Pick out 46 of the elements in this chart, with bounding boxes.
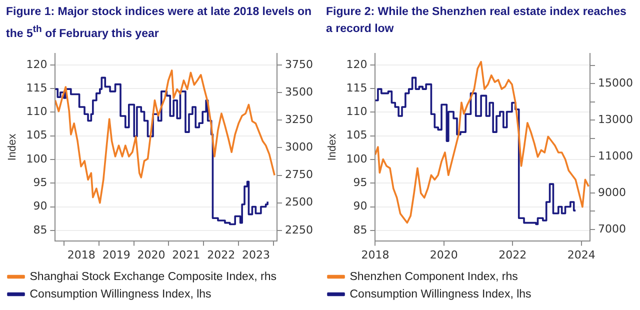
y-tick-label: 115 [26, 81, 48, 94]
y2-tick-label: 3750 [285, 58, 314, 71]
y2-tick-label: 2250 [285, 223, 314, 236]
x-tick-label: 2020 [430, 248, 458, 262]
legend-label: Shenzhen Component Index, rhs [350, 270, 518, 283]
legend-label: Consumption Willingness Index, lhs [350, 288, 532, 300]
y-tick-label: 85 [353, 223, 368, 236]
y-tick-label: 85 [33, 223, 48, 236]
x-tick-label: 2018 [361, 248, 390, 262]
x-tick-label: 2024 [567, 248, 596, 262]
legend-label: Shanghai Stock Exchange Composite Index, rhs [30, 270, 277, 283]
x-tick-label: 2022 [207, 248, 236, 262]
y-axis-title: Index [6, 133, 19, 161]
legend-label: Consumption Willingness Index, lhs [30, 288, 212, 300]
y-tick-label: 105 [26, 128, 48, 142]
y-tick-label: 105 [346, 128, 368, 142]
y2-tick-label: 11000 [598, 149, 634, 162]
y2-tick-label: 3500 [285, 85, 314, 98]
y2-tick-label: 7000 [598, 222, 626, 236]
x-tick-label: 2023 [242, 248, 270, 262]
y-axis-title: Index [326, 133, 339, 161]
x-tick-label: 2018 [67, 248, 96, 262]
y-tick-label: 115 [346, 81, 368, 94]
y-tick-label: 110 [346, 105, 368, 118]
y2-tick-label: 2750 [285, 168, 314, 182]
chart-title: Figure 1: Major stock indices were at late 2018 levels on the 5$^{th}$ of February this year [5, 5, 313, 42]
chart-title: Figure 2: While the Shenzhen real estate index reaches a record low [325, 5, 628, 37]
y-tick-label: 120 [26, 58, 48, 71]
y-tick-label: 100 [346, 152, 368, 166]
y-tick-label: 120 [346, 58, 368, 71]
y-tick-label: 90 [33, 200, 48, 213]
y2-tick-label: 2500 [285, 196, 314, 209]
y-tick-label: 90 [353, 200, 368, 213]
y2-tick-label: 9000 [598, 186, 626, 199]
y2-tick-label: 15000 [598, 76, 634, 90]
y2-tick-label: 13000 [598, 112, 634, 126]
y-tick-label: 95 [33, 176, 48, 189]
x-tick-label: 2020 [137, 248, 166, 262]
y2-tick-label: 3000 [285, 140, 314, 154]
y-tick-label: 110 [26, 105, 48, 118]
y2-tick-label: 3250 [285, 112, 314, 126]
y-tick-label: 95 [353, 176, 368, 189]
y-tick-label: 100 [26, 152, 48, 166]
x-tick-label: 2019 [102, 248, 130, 262]
x-tick-label: 2021 [172, 248, 200, 262]
x-tick-label: 2022 [498, 248, 527, 262]
